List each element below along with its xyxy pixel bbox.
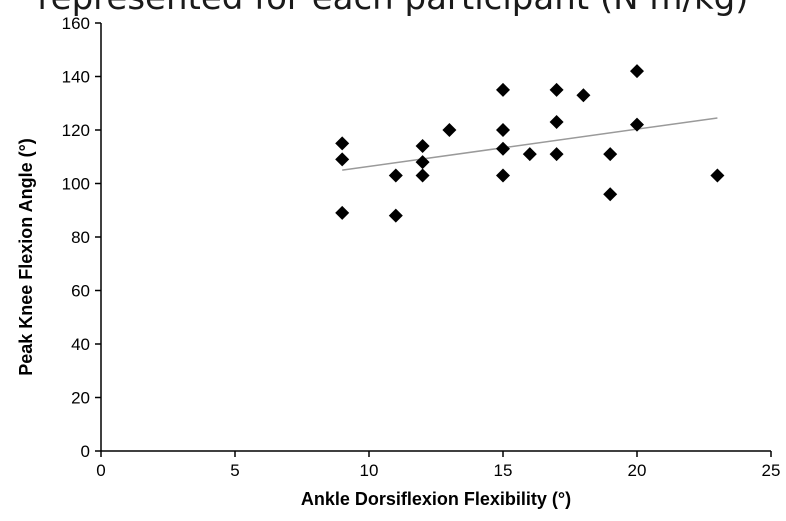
figure-caption: represented for each participant (N·m/kg… — [0, 0, 786, 28]
data-point — [496, 141, 510, 156]
y-axis-title: Peak Knee Flexion Angle (°) — [16, 138, 36, 376]
data-point — [442, 123, 457, 137]
data-point — [710, 168, 725, 183]
data-point — [496, 168, 510, 183]
data-point — [496, 123, 510, 137]
data-point — [415, 168, 430, 183]
data-point — [388, 208, 403, 223]
data-point — [496, 82, 510, 97]
trend-line — [342, 117, 718, 171]
data-point — [603, 187, 618, 202]
data-point — [335, 152, 350, 167]
y-tick-label: 60 — [71, 282, 90, 301]
data-point — [549, 82, 564, 97]
data-point — [549, 114, 564, 129]
y-tick-label: 0 — [81, 442, 90, 461]
x-axis-title: Ankle Dorsiflexion Flexibility (°) — [301, 489, 571, 509]
y-tick-label: 40 — [71, 335, 90, 354]
x-tick-label: 20 — [628, 461, 647, 480]
x-tick-label: 25 — [762, 461, 781, 480]
data-point — [415, 139, 430, 154]
x-tick-label: 5 — [230, 461, 239, 480]
data-point — [603, 147, 618, 162]
data-point — [549, 147, 564, 162]
data-point — [335, 136, 350, 151]
y-tick-label: 100 — [62, 175, 90, 194]
data-point — [335, 205, 350, 220]
data-point — [576, 88, 591, 103]
data-point — [388, 168, 403, 183]
data-point — [522, 147, 537, 162]
data-point — [630, 64, 644, 79]
data-point — [415, 155, 430, 170]
y-tick-label: 20 — [71, 389, 90, 408]
x-tick-label: 0 — [96, 461, 105, 480]
y-tick-label: 140 — [62, 68, 90, 87]
y-tick-label: 160 — [62, 14, 90, 33]
plot-area: 0 20 40 60 80 100 120 140 160 0 5 10 15 20 25 — [62, 14, 781, 480]
data-point — [630, 117, 644, 132]
y-tick-label: 120 — [62, 121, 90, 140]
x-tick-label: 15 — [494, 461, 513, 480]
x-tick-label: 10 — [360, 461, 379, 480]
y-tick-label: 80 — [71, 228, 90, 247]
